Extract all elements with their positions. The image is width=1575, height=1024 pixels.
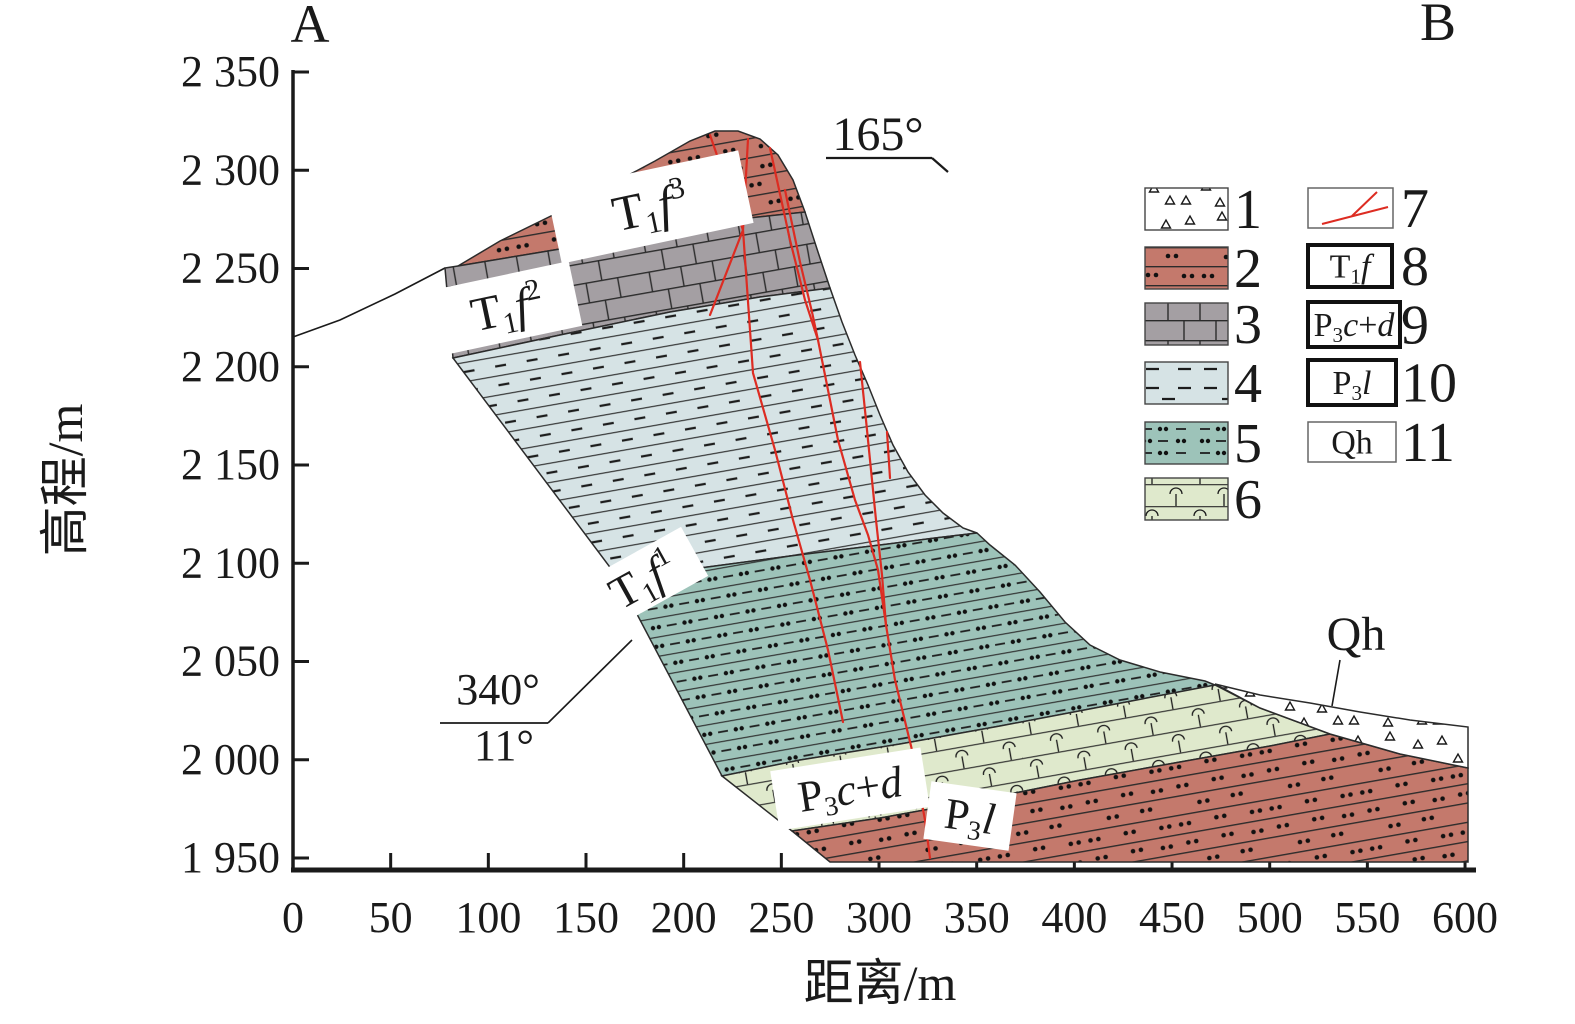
fault-branch-right — [783, 188, 820, 342]
legend-item-9-p3cd-formation: P3c+d 9 — [1306, 295, 1429, 357]
dip-leader-line — [547, 639, 633, 724]
azimuth-dip-tick — [931, 157, 949, 173]
legend-item-11-qh-formation: Qh 11 — [1307, 412, 1455, 474]
legend-box-text: P3l — [1333, 365, 1372, 405]
x-tick-label: 550 — [1334, 893, 1400, 942]
legend-swatch — [1144, 187, 1229, 231]
legend-box-text: Qh — [1331, 425, 1373, 462]
legend-item-7-fault: 7 — [1307, 178, 1429, 240]
legend-number: 11 — [1401, 412, 1455, 474]
formation-label-t1f3: T1f3 — [546, 150, 754, 264]
legend-item-2-red-mudstone-dots: 2 — [1144, 238, 1262, 300]
legend-swatch — [1144, 302, 1229, 346]
legend-number: 3 — [1234, 294, 1262, 356]
y-tick-label: 2 050 — [181, 637, 280, 686]
legend-box — [1307, 421, 1397, 463]
legend-box — [1307, 187, 1394, 229]
endpoint-a-label: A — [291, 0, 330, 54]
legend-number: 5 — [1234, 413, 1262, 475]
legend-item-3-gray-limestone-brick: 3 — [1144, 294, 1262, 356]
legend-swatch — [1144, 246, 1229, 290]
legend-item-5-teal-silty-mudstone: 5 — [1144, 413, 1262, 475]
section-layer — [292, 130, 1469, 863]
layer-qh-colluvium — [1214, 683, 1469, 769]
label-box — [923, 781, 1017, 851]
fault-main-left — [708, 133, 845, 724]
x-tick-label: 0 — [282, 893, 304, 942]
x-tick-label: 350 — [944, 893, 1010, 942]
azimuth-165-label: 165° — [832, 108, 923, 161]
y-tick-label: 2 200 — [181, 342, 280, 391]
label-text: P3c+d — [795, 757, 907, 826]
fault-branch-left — [708, 137, 750, 317]
legend-item-10-p3l-formation: P3l 10 — [1306, 353, 1457, 415]
legend-swatch — [1144, 421, 1229, 465]
label-box — [770, 747, 930, 831]
x-tick-label: 450 — [1139, 893, 1205, 942]
formation-label-p3l: P3l — [923, 781, 1017, 851]
x-tick-label: 400 — [1041, 893, 1107, 942]
label-box — [546, 150, 754, 264]
legend-number: 1 — [1234, 179, 1262, 241]
legend-box — [1306, 243, 1394, 289]
x-axis-title: 距离/m — [804, 955, 957, 1011]
y-tick-label: 2 100 — [181, 538, 280, 587]
legend-box — [1306, 358, 1398, 407]
x-tick-label: 300 — [846, 893, 912, 942]
legend-number: 8 — [1401, 236, 1429, 298]
legend-swatch — [1144, 361, 1229, 405]
annotations-layer: 165° 340° 11° Qh — [440, 108, 1385, 770]
legend-item-8-t1f-formation: T1f 8 — [1306, 236, 1429, 298]
y-tick-label: 1 950 — [181, 833, 280, 882]
legend-number: 10 — [1401, 353, 1457, 415]
fault-splay — [858, 360, 888, 627]
fault-symbol — [1321, 206, 1389, 225]
formation-label-p3cd: P3c+d — [770, 747, 930, 831]
legend-box — [1306, 300, 1402, 349]
formation-label-t1f2: T1f2 — [431, 261, 583, 355]
y-tick-label: 2 350 — [181, 47, 280, 96]
fault-splay-short — [885, 430, 892, 480]
legend-box-text: P3c+d — [1314, 307, 1396, 347]
legend-number: 4 — [1234, 353, 1262, 415]
x-tick-label: 100 — [455, 893, 521, 942]
legend-number: 6 — [1234, 469, 1262, 531]
dip-angle-label: 11° — [474, 721, 534, 770]
x-tick-label: 250 — [748, 893, 814, 942]
fault-symbol — [1351, 191, 1378, 217]
qh-leader-line — [1331, 659, 1341, 707]
terrain-surface-line — [292, 267, 446, 338]
legend-number: 2 — [1234, 238, 1262, 300]
legend-item-6-argillaceous-limestone: 6 — [1144, 469, 1262, 531]
label-box — [431, 261, 583, 355]
x-tick-label: 50 — [369, 893, 413, 942]
qh-callout-label: Qh — [1327, 608, 1386, 661]
y-tick-label: 2 000 — [181, 735, 280, 784]
dip-direction-label: 340° — [456, 665, 540, 714]
formation-label-t1f1: T1f1 — [577, 526, 709, 634]
y-axis-title: 高程/m — [37, 404, 93, 557]
legend-item-1-colluvium-triangles: 1 — [1144, 179, 1262, 241]
legend-number: 9 — [1401, 295, 1429, 357]
legend-item-4-blue-mudstone-dashes: 4 — [1144, 353, 1262, 415]
legend-swatch — [1144, 477, 1229, 521]
y-tick-label: 2 250 — [181, 244, 280, 293]
y-tick-label: 2 150 — [181, 440, 280, 489]
endpoint-b-label: B — [1420, 0, 1456, 52]
x-tick-label: 150 — [553, 893, 619, 942]
x-tick-label: 600 — [1432, 893, 1498, 942]
x-tick-label: 200 — [651, 893, 717, 942]
x-tick-label: 500 — [1237, 893, 1303, 942]
legend-number: 7 — [1401, 178, 1429, 240]
label-text: P3l — [941, 789, 998, 848]
label-box — [577, 526, 709, 634]
y-tick-label: 2 300 — [181, 145, 280, 194]
